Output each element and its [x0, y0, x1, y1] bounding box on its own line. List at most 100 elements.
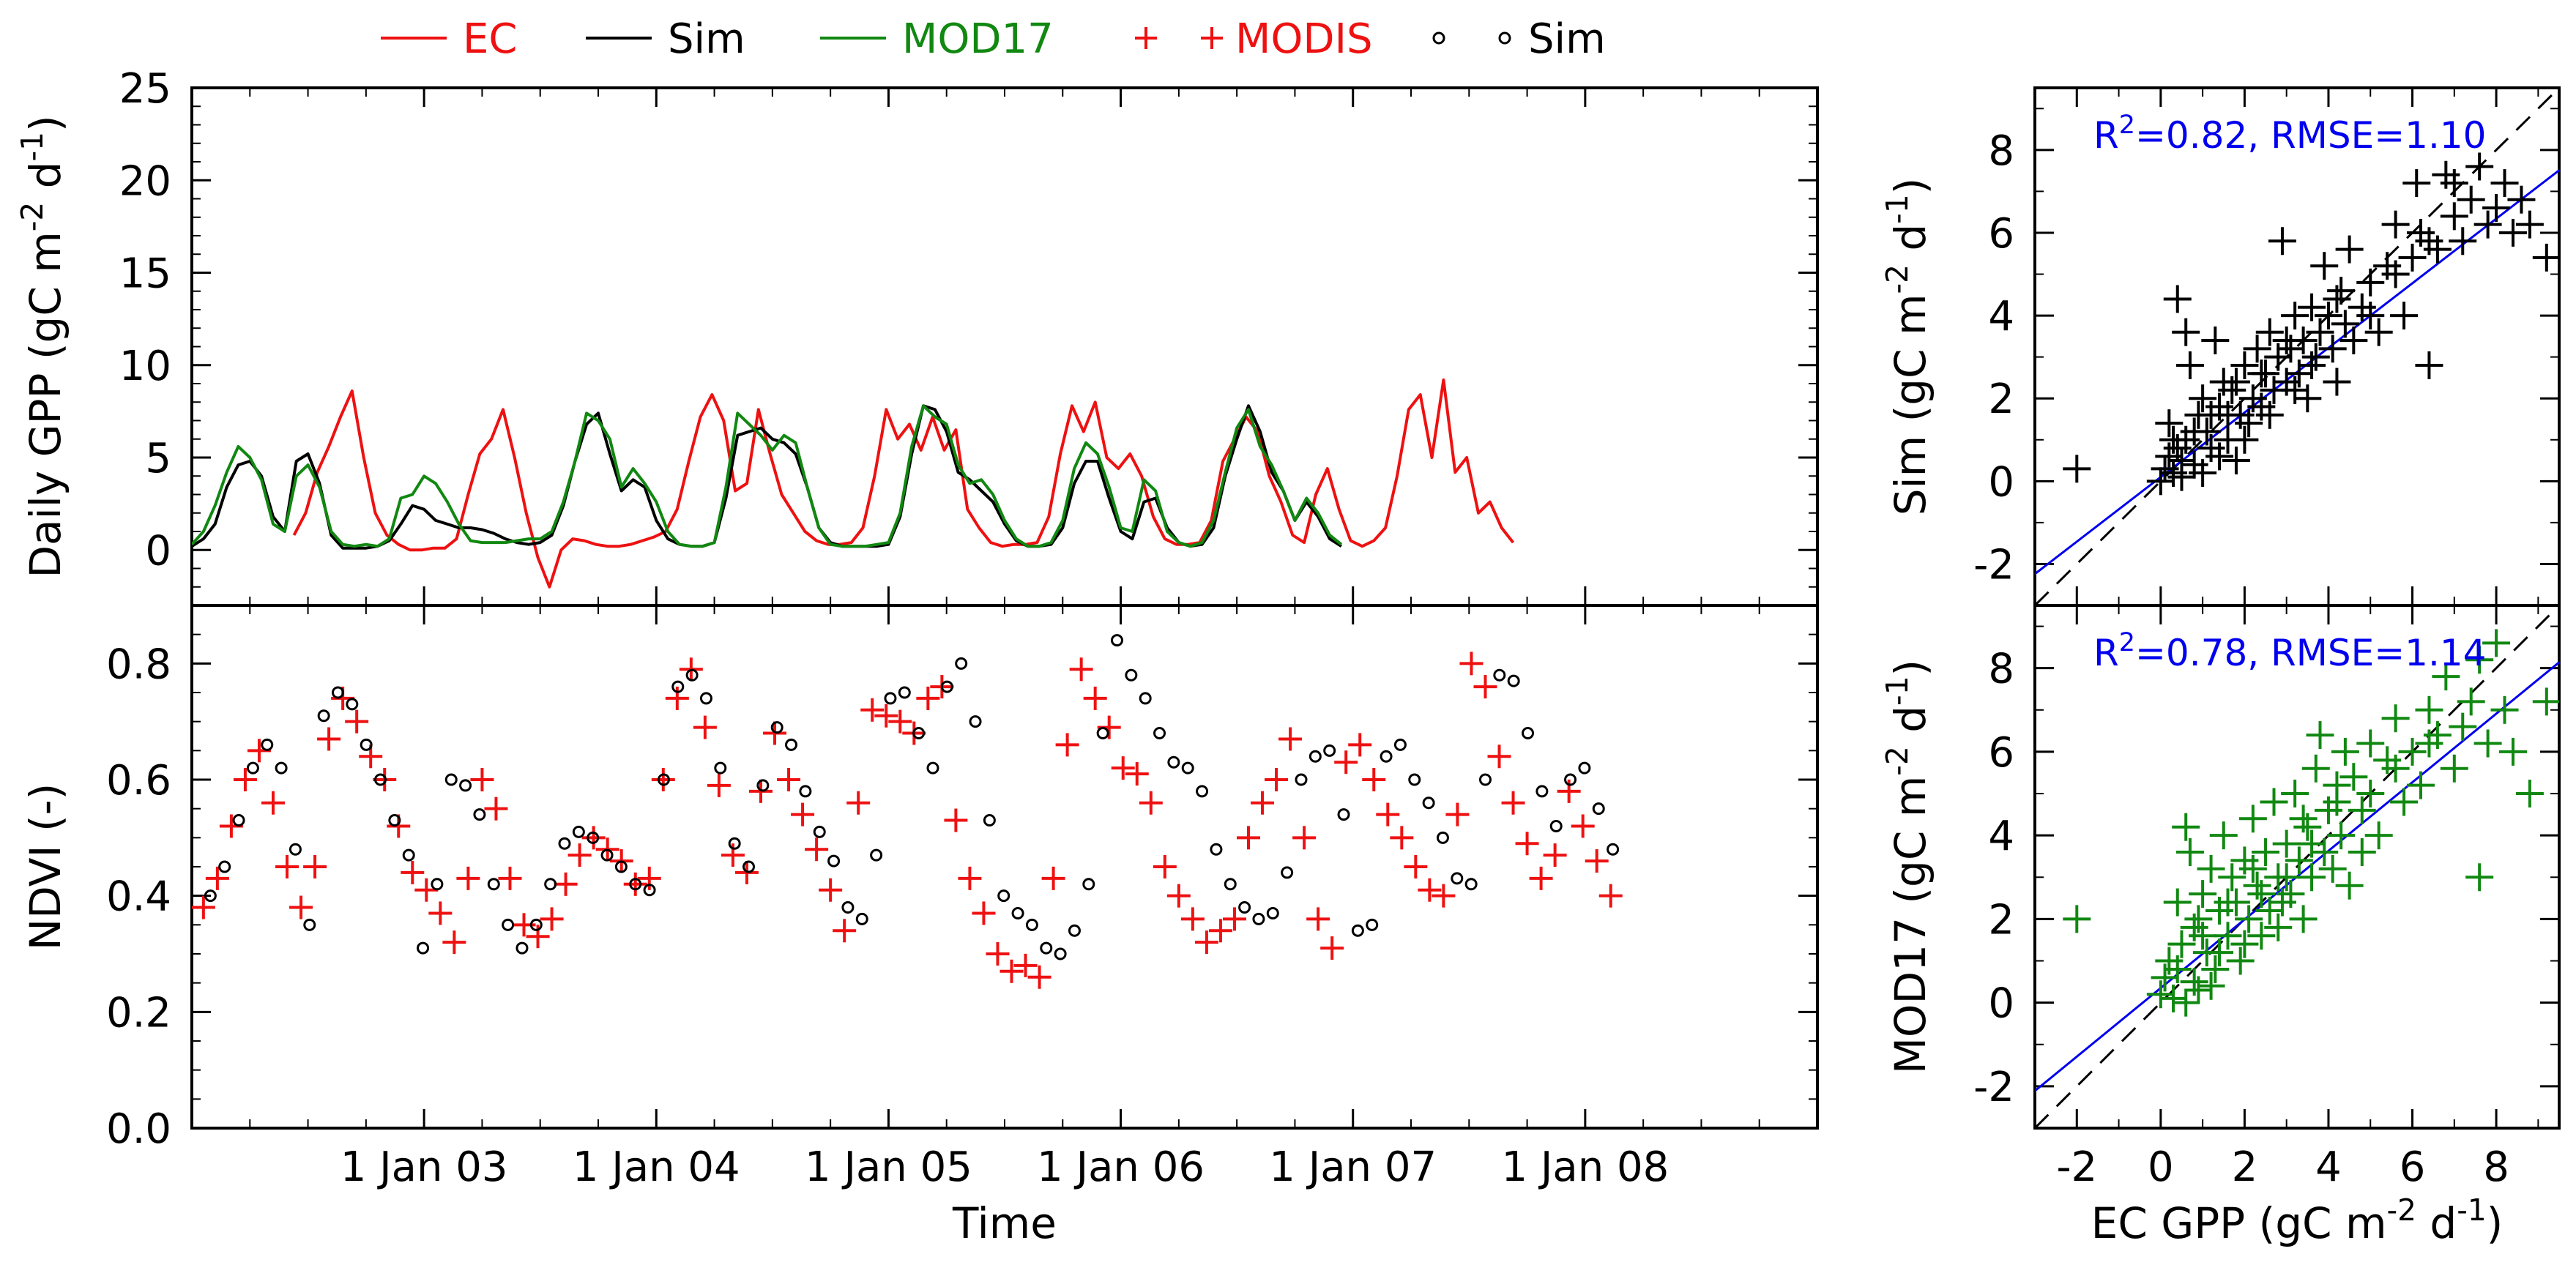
- ndvi-point-sim: [770, 721, 783, 734]
- scatter-mod17-point: [2197, 854, 2225, 883]
- ndvi-point-sim: [444, 773, 458, 786]
- scatter-sim-point: [2189, 384, 2217, 413]
- ndvi-xtick-label: 1 Jan 04: [573, 1143, 740, 1191]
- ndvi-point-modis: [1222, 907, 1246, 931]
- scatter-sim-point: [2281, 376, 2309, 404]
- ndvi-point-sim: [1337, 808, 1350, 821]
- scatter-sim-point: [2415, 351, 2443, 379]
- ndvi-point-modis: [1153, 855, 1177, 878]
- ndvi-point-modis: [665, 686, 689, 710]
- scatter-mod17-ytick-label: -2: [1973, 1064, 2014, 1111]
- ndvi-point-sim: [1478, 773, 1492, 786]
- scatter-mod17-point: [2175, 838, 2204, 867]
- ndvi-point-sim: [417, 941, 430, 955]
- scatter-sim-point: [2515, 210, 2544, 239]
- ndvi-point-modis: [791, 802, 815, 826]
- ndvi-point-modis: [805, 837, 829, 862]
- ndvi-point-modis: [192, 895, 215, 919]
- gpp-ylabel: Daily GPP (gC m-2 d-1): [15, 115, 70, 578]
- scatter-sim-point: [2163, 285, 2192, 313]
- ndvi-point-sim: [1167, 755, 1180, 769]
- legend-label: EC: [463, 15, 517, 63]
- scatter-sim-point: [2390, 302, 2419, 330]
- ndvi-point-sim: [502, 918, 515, 931]
- ndvi-point-sim: [1522, 727, 1535, 740]
- legend-item-0: EC: [381, 15, 517, 63]
- scatter-sim-point: [2175, 351, 2204, 379]
- scatter-sim-point: [2440, 169, 2468, 198]
- scatter-sim-point: [2498, 218, 2527, 247]
- ndvi-point-sim: [587, 831, 600, 844]
- ndvi-point-sim: [1040, 941, 1053, 955]
- legend-plus-swatch: [1135, 27, 1157, 49]
- scatter-mod17-ytick-label: 2: [1988, 896, 2014, 944]
- ndvi-point-sim: [728, 837, 741, 850]
- ndvi-point-sim: [997, 889, 1010, 903]
- scatter-mod17-point: [2298, 863, 2326, 892]
- ndvi-point-sim: [360, 738, 373, 751]
- ndvi-point-sim: [261, 738, 274, 751]
- scatter-mod17-point: [2226, 947, 2255, 975]
- scatter-mod17-point: [2327, 821, 2356, 850]
- ndvi-point-modis: [275, 855, 299, 878]
- ndvi-point-modis: [888, 709, 912, 734]
- scatter-sim-point: [2381, 260, 2410, 288]
- ndvi-point-modis: [777, 768, 801, 791]
- ndvi-point-sim: [1266, 906, 1279, 919]
- scatter-sim-ytick-label: 6: [1988, 210, 2014, 258]
- scatter-mod17-ytick-label: 6: [1988, 729, 2014, 777]
- ndvi-point-modis: [944, 808, 968, 832]
- scatter-sim-ytick-label: 2: [1988, 376, 2014, 423]
- ndvi-point-sim: [1607, 843, 1620, 856]
- ndvi-point-modis: [1194, 930, 1218, 955]
- ndvi-point-modis: [581, 826, 606, 850]
- ndvi-point-modis: [1251, 791, 1275, 815]
- ndvi-point-sim: [884, 692, 897, 705]
- ndvi-point-modis: [1571, 814, 1595, 838]
- ndvi-point-sim: [870, 848, 883, 862]
- scatter-mod17-point: [2473, 729, 2502, 758]
- ndvi-xtick-label: 1 Jan 06: [1037, 1143, 1205, 1191]
- ndvi-point-modis: [554, 872, 578, 896]
- scatter-sim-point: [2335, 235, 2364, 264]
- legend-circle-swatch: [1498, 31, 1511, 45]
- ndvi-point-sim: [1224, 878, 1237, 891]
- ndvi-ytick-label: 0.4: [106, 873, 171, 921]
- scatter-sim-point: [2398, 243, 2427, 272]
- scatter-mod17-point: [2498, 737, 2527, 766]
- ndvi-point-modis: [1376, 802, 1400, 826]
- scatter-sim-point: [2473, 210, 2502, 239]
- ndvi-point-modis: [1459, 652, 1484, 676]
- scatter-sim-point: [2310, 252, 2339, 280]
- ndvi-point-modis: [205, 866, 229, 890]
- ndvi-point-modis: [986, 942, 1010, 966]
- scatter-mod17-xlabel: EC GPP (gC m-2 d-1): [2091, 1193, 2504, 1248]
- ndvi-point-modis: [1418, 878, 1442, 902]
- scatter-sim-point: [2235, 409, 2263, 438]
- gpp-ytick-label: 5: [145, 435, 171, 482]
- ndvi-point-sim: [1110, 634, 1123, 647]
- ndvi-point-modis: [1139, 791, 1163, 815]
- ndvi-point-modis: [1237, 826, 1260, 850]
- ndvi-point-sim: [657, 773, 670, 786]
- ndvi-point-modis: [1306, 907, 1330, 931]
- ndvi-point-modis: [972, 901, 996, 925]
- ndvi-point-sim: [1125, 668, 1138, 682]
- scatter-mod17-point: [2214, 922, 2242, 950]
- scatter-mod17-point: [2381, 754, 2410, 783]
- scatter-mod17-point: [2247, 880, 2276, 908]
- ndvi-point-sim: [855, 912, 868, 925]
- scatter-sim-point: [2323, 285, 2351, 313]
- ndvi-point-sim: [529, 918, 543, 931]
- scatter-sim-point: [2415, 227, 2443, 255]
- ndvi-point-modis: [1027, 965, 1051, 989]
- ndvi-point-sim: [671, 680, 685, 693]
- panel-scatter-sim: -2 0 2 4 6 8 Sim (gC m-2 d-1) R2=0.82, RMSE=1.1…: [1880, 86, 2561, 607]
- ndvi-point-sim: [629, 878, 642, 891]
- ndvi-point-sim: [317, 709, 330, 723]
- gpp-frame: [190, 86, 1819, 607]
- scatter-mod17-point: [2184, 976, 2213, 1004]
- ndvi-point-sim: [1281, 866, 1294, 879]
